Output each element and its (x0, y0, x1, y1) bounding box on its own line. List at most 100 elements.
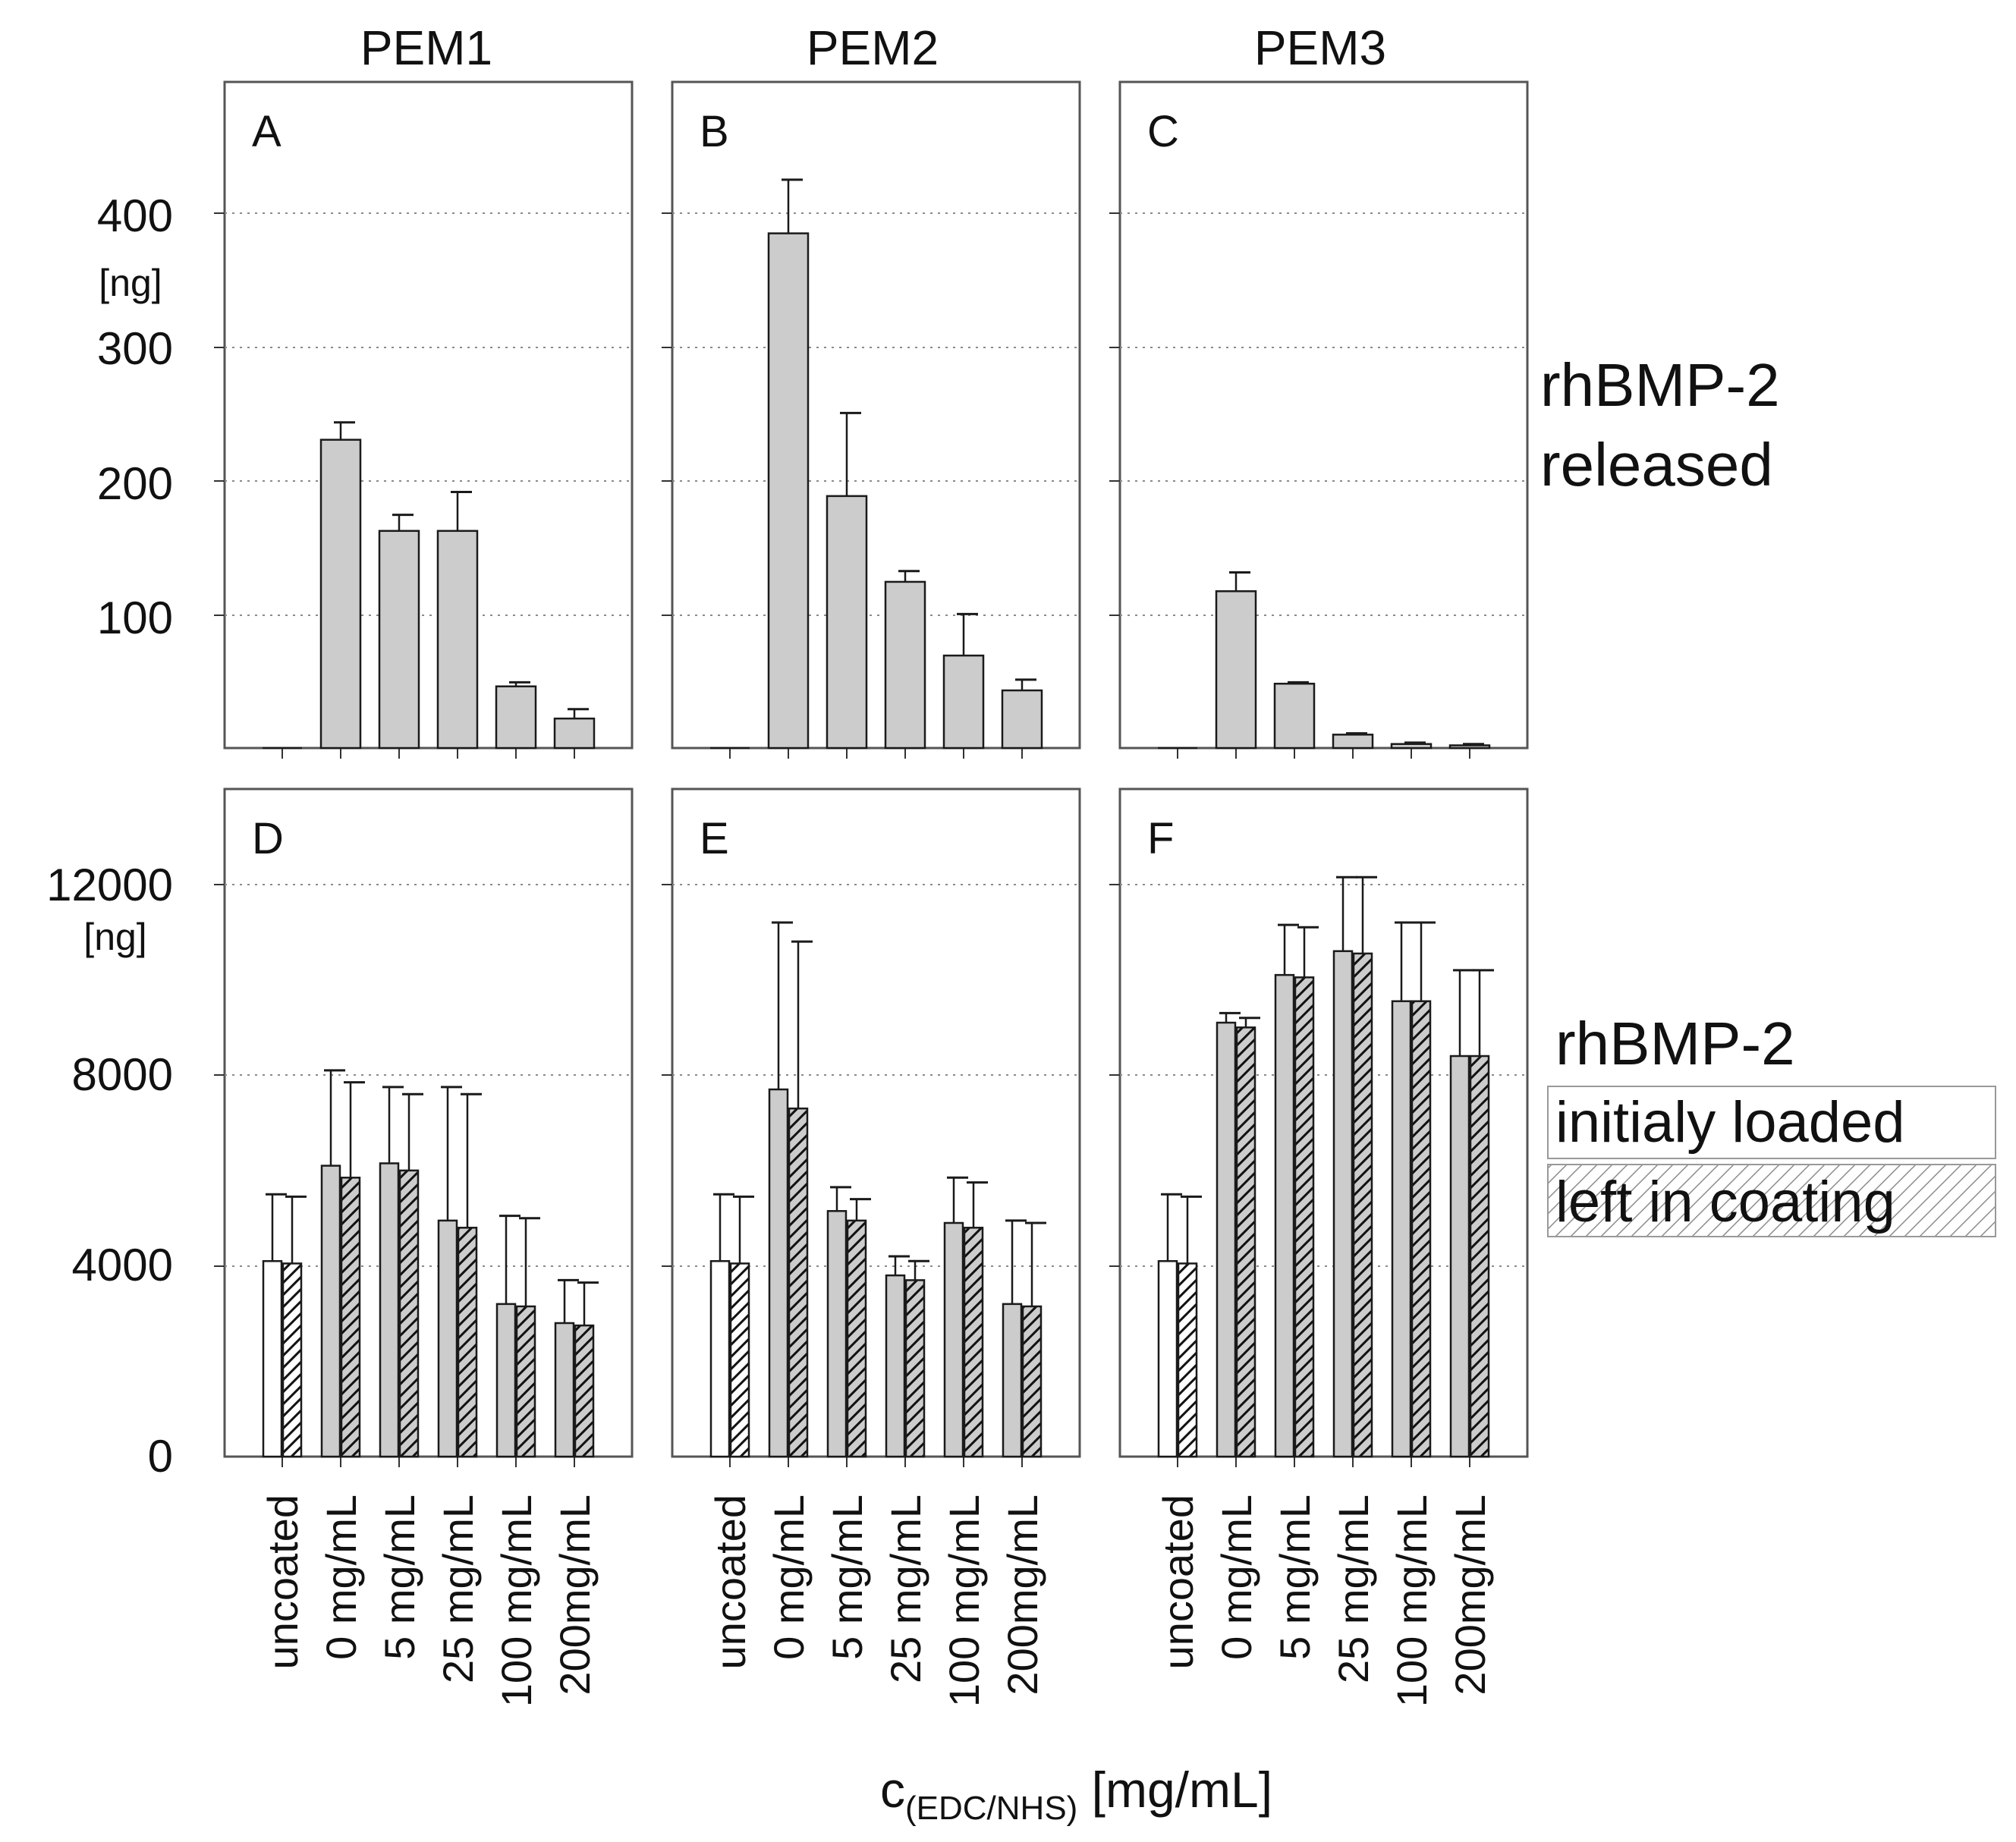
bar-initialy-loaded (1332, 950, 1354, 1458)
bar-initialy-loaded (826, 1210, 848, 1458)
bar-left-in-coating (963, 1227, 984, 1458)
panel-letter: D (252, 814, 284, 863)
top-y-unit-label: [ng] (99, 262, 162, 304)
x-tick-label: 200mg/mL (1446, 1495, 1494, 1696)
column-title-pem1: PEM1 (360, 20, 492, 75)
bar-initialy-loaded (437, 1219, 458, 1458)
legend-box-initialy-loaded (1547, 1086, 1996, 1159)
bar-initialy-loaded (1391, 1000, 1412, 1458)
column-title-pem2: PEM2 (807, 20, 939, 75)
bar-initialy-loaded (320, 1165, 341, 1458)
x-tick-label: 100 mg/mL (492, 1495, 540, 1707)
bar-initialy-loaded (885, 1274, 906, 1458)
panel-letter: F (1147, 814, 1174, 863)
x-tick-label: 0 mg/mL (1212, 1495, 1260, 1660)
column-titles: PEM1 PEM2 PEM3 (360, 20, 1386, 75)
bottom-y-tick-label: 8000 (72, 1049, 173, 1100)
bar-initialy-loaded (709, 1260, 731, 1458)
bar-released (553, 717, 596, 750)
top-y-tick-label: 200 (97, 458, 173, 509)
bottom-y-unit-label: [ng] (83, 916, 146, 958)
x-tick-label: 200mg/mL (551, 1495, 599, 1696)
x-tick-label: 5 mg/mL (376, 1495, 423, 1660)
bar-initialy-loaded (262, 1260, 283, 1458)
bar-released (884, 580, 926, 750)
x-axis-title: c(EDC/NHS) [mg/mL] (880, 1762, 1272, 1827)
bar-initialy-loaded (1157, 1260, 1178, 1458)
panel-frame (671, 80, 1081, 750)
bar-left-in-coating (904, 1279, 926, 1458)
x-tick-label: uncoated (1154, 1495, 1202, 1669)
bar-left-in-coating (515, 1305, 536, 1458)
bottom-row-label: rhBMP-2 (1555, 1010, 1795, 1077)
x-tick-label: 0 mg/mL (317, 1495, 365, 1660)
bar-released (942, 654, 985, 750)
bar-left-in-coating (1021, 1305, 1043, 1458)
bar-left-in-coating (1469, 1055, 1490, 1458)
x-tick-label: 100 mg/mL (1388, 1495, 1436, 1707)
bar-left-in-coating (457, 1227, 478, 1458)
bar-released (1273, 682, 1316, 750)
bar-initialy-loaded (943, 1221, 964, 1458)
legend-label-initialy-loaded: initialy loaded (1555, 1090, 1905, 1155)
bottom-y-tick-label: 0 (148, 1431, 173, 1482)
x-tick-label: 25 mg/mL (1329, 1495, 1377, 1683)
panel-letter: B (700, 107, 729, 156)
top-row-label-line2: released (1540, 431, 1773, 498)
panel-frame (1118, 80, 1529, 750)
bar-left-in-coating (574, 1324, 595, 1458)
x-tick-label: uncoated (259, 1495, 307, 1669)
panel-letter: C (1147, 107, 1179, 156)
x-tick-labels: uncoated 0 mg/mL 5 mg/mL 25 mg/mL 100 mg/mL 2… (259, 1495, 1494, 1707)
x-tick-label: 200mg/mL (999, 1495, 1046, 1696)
bar-initialy-loaded (1449, 1055, 1470, 1458)
top-y-tick-label: 400 (97, 190, 173, 241)
bar-left-in-coating (1411, 1000, 1432, 1458)
bar-released (1448, 744, 1491, 750)
top-row-label-line1: rhBMP-2 (1540, 351, 1780, 419)
column-title-pem3: PEM3 (1254, 20, 1386, 75)
bar-left-in-coating (846, 1219, 867, 1458)
bar-released (1001, 689, 1043, 750)
x-axis-title-unit: [mg/mL] (1077, 1762, 1272, 1818)
row-labels: rhBMP-2 released rhBMP-2 (1540, 351, 1795, 1077)
x-axis-title-main: c (880, 1762, 905, 1818)
bar-left-in-coating (1294, 976, 1315, 1458)
x-tick-label: uncoated (706, 1495, 754, 1669)
bar-released (1390, 743, 1433, 750)
bottom-y-axis: 12000 [ng] 8000 4000 0 (46, 860, 173, 1482)
bar-initialy-loaded (1002, 1303, 1023, 1458)
x-tick-label: 0 mg/mL (765, 1495, 813, 1660)
bar-left-in-coating (1352, 952, 1373, 1458)
bar-left-in-coating (340, 1177, 361, 1458)
top-y-tick-label: 100 (97, 593, 173, 643)
bottom-y-tick-label: 12000 (46, 860, 173, 910)
bar-initialy-loaded (1274, 973, 1295, 1458)
bar-initialy-loaded (1216, 1021, 1237, 1458)
top-y-axis: 400 [ng] 300 200 100 (97, 190, 173, 643)
bar-released (436, 530, 479, 750)
bar-left-in-coating (398, 1169, 420, 1458)
legend-box-left-in-coating (1547, 1164, 1996, 1237)
legend-label-left-in-coating: left in coating (1555, 1170, 1895, 1234)
bar-initialy-loaded (768, 1088, 789, 1458)
legend: initialy loaded left in coating (1547, 1086, 1996, 1237)
x-tick-label: 100 mg/mL (940, 1495, 988, 1707)
bar-initialy-loaded (495, 1303, 517, 1458)
top-y-tick-label: 300 (97, 323, 173, 374)
x-tick-label: 25 mg/mL (434, 1495, 482, 1683)
bar-initialy-loaded (554, 1322, 575, 1458)
panel-letter: E (700, 814, 729, 863)
x-tick-label: 5 mg/mL (823, 1495, 871, 1660)
panel-letter: A (252, 107, 281, 156)
bar-initialy-loaded (379, 1162, 400, 1458)
bar-left-in-coating (729, 1262, 750, 1458)
bar-released (319, 438, 362, 750)
bar-released (767, 232, 810, 750)
panel-frame (223, 80, 634, 750)
bar-released (1332, 734, 1374, 750)
bar-released (378, 530, 420, 750)
x-axis-title-subscript: (EDC/NHS) (905, 1790, 1077, 1827)
bar-released (495, 685, 537, 750)
